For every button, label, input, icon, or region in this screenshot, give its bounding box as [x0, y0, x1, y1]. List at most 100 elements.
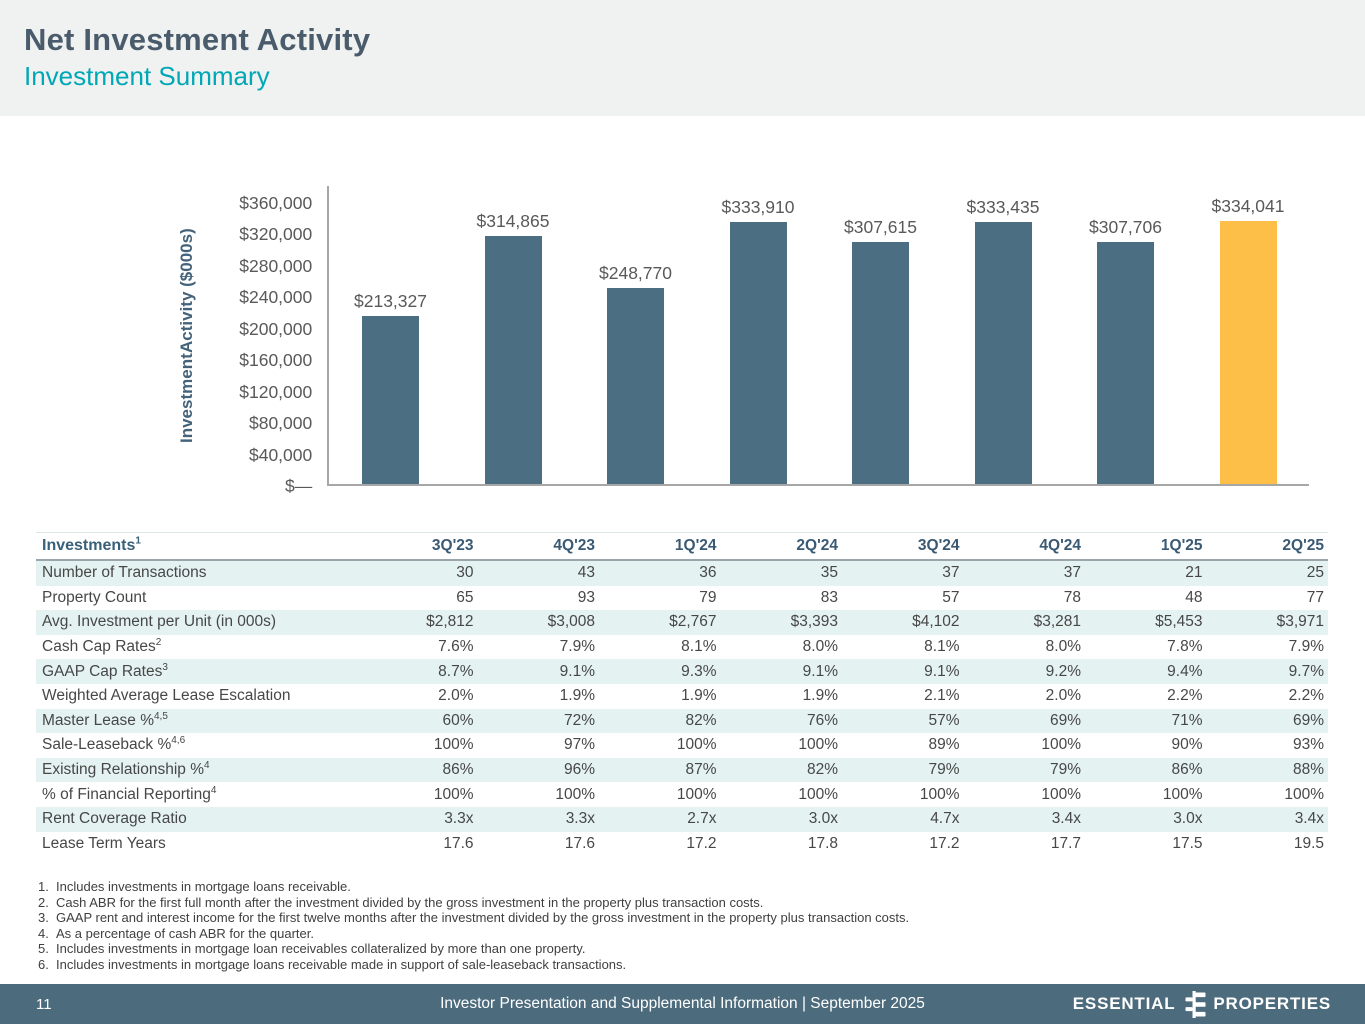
table-cell: 25: [1306, 564, 1324, 582]
logo-word-essential: ESSENTIAL: [1072, 994, 1176, 1013]
table-cell: 100%: [1284, 785, 1324, 803]
column-header: 1Q'24: [674, 537, 717, 554]
table-cell: 79%: [928, 761, 960, 779]
bar: [484, 236, 542, 484]
table-cell: 1.9%: [559, 687, 595, 705]
table-cell: 17.5: [1172, 834, 1203, 852]
bar-value-label: $213,327: [354, 291, 427, 312]
bar-group: $333,435: [942, 186, 1065, 484]
table-cell: $2,812: [426, 613, 474, 631]
row-label: Property Count: [42, 588, 147, 606]
y-tick-label: $200,000: [239, 318, 313, 339]
table-cell: 3.4x: [1051, 810, 1081, 828]
table-cell: 96%: [563, 761, 595, 779]
table-cell: $5,453: [1155, 613, 1203, 631]
table-cell: 82%: [685, 711, 717, 729]
table-cell: 35: [820, 564, 838, 582]
table-cell: 17.6: [564, 834, 595, 852]
bar: [974, 221, 1032, 484]
table-cell: 93%: [1292, 736, 1324, 754]
table-cell: 7.9%: [559, 638, 595, 656]
row-label: % of Financial Reporting4: [42, 784, 217, 803]
page-number: 11: [36, 995, 52, 1013]
table-row: Rent Coverage Ratio 3.3x 3.3x 2.7x 3.0x 4.7x 3…: [36, 806, 1328, 832]
row-label: Number of Transactions: [42, 564, 207, 582]
table-cell: 79: [699, 588, 717, 606]
bar: [1097, 242, 1154, 484]
table-cell: $3,008: [547, 613, 595, 631]
table-cell: 90%: [1171, 736, 1203, 754]
table-cell: 7.8%: [1167, 638, 1203, 656]
table-cell: 1.9%: [681, 687, 717, 705]
column-header: 4Q'23: [553, 537, 595, 554]
row-label: Master Lease %4,5: [42, 710, 168, 729]
table-cell: 82%: [806, 761, 838, 779]
table-cell: 8.0%: [802, 638, 838, 656]
bar-group: $314,865: [452, 186, 575, 484]
row-label: Avg. Investment per Unit (in 000s): [42, 613, 277, 631]
table-cell: 9.1%: [559, 662, 595, 680]
bar-group: $333,910: [697, 186, 820, 484]
table-cell: 30: [456, 564, 474, 582]
table-cell: 100%: [1162, 785, 1203, 803]
table-row: Number of Transactions 30 43 36 35 37 37 21 25: [36, 561, 1328, 586]
table-cell: 7.9%: [1288, 638, 1324, 656]
table-row: GAAP Cap Rates3 8.7% 9.1% 9.3% 9.1% 9.1% 9.2% 9…: [36, 659, 1328, 684]
row-label: Existing Relationship %4: [42, 759, 210, 779]
table-cell: 100%: [676, 736, 717, 754]
column-header: 4Q'24: [1039, 537, 1081, 554]
column-header: 2Q'24: [796, 537, 838, 554]
table-cell: 37: [942, 564, 960, 582]
table-cell: 9.4%: [1167, 662, 1203, 680]
bar-value-label: $334,041: [1211, 196, 1285, 217]
page-title: Net Investment Activity: [24, 22, 371, 57]
table-cell: 77: [1306, 588, 1324, 606]
y-tick-label: $280,000: [239, 255, 313, 276]
row-label: Cash Cap Rates2: [42, 636, 162, 656]
column-header: 1Q'25: [1160, 537, 1203, 554]
footnote-line: 3. GAAP rent and interest income for the …: [38, 910, 910, 926]
table-cell: 100%: [555, 785, 595, 803]
table-cell: 9.7%: [1288, 662, 1324, 680]
bar-group: $334,041: [1187, 186, 1310, 484]
table-cell: 9.3%: [681, 662, 717, 680]
table-cell: 3.0x: [1173, 810, 1203, 828]
table-cell: 17.6: [443, 834, 474, 852]
table-cell: 76%: [806, 711, 838, 729]
bar: [1219, 221, 1277, 484]
y-axis-title-line1: Investment: [177, 353, 196, 444]
y-tick-label: $320,000: [239, 224, 313, 245]
table-cell: 100%: [798, 736, 838, 754]
table-header-row: Investments1 3Q'23 4Q'23 1Q'24 2Q'24 3Q'24 4Q…: [36, 532, 1328, 561]
footnote-line: 5. Includes investments in mortgage loan …: [38, 941, 586, 957]
table-cell: 100%: [433, 736, 474, 754]
logo-word-properties: PROPERTIES: [1213, 994, 1331, 1013]
table-cell: 2.2%: [1288, 687, 1324, 705]
table-cell: $3,281: [1033, 613, 1081, 631]
table-cell: 69%: [1292, 711, 1324, 729]
table-cell: 17.8: [807, 834, 838, 852]
table-cell: 89%: [928, 736, 960, 754]
table-cell: 2.0%: [1045, 687, 1081, 705]
table-row: Lease Term Years 17.6 17.6 17.2 17.8 17.2 17.7…: [36, 832, 1328, 857]
table-cell: 79%: [1049, 761, 1081, 779]
table-cell: 19.5: [1293, 834, 1324, 852]
table-row: Cash Cap Rates2 7.6% 7.9% 8.1% 8.0% 8.1% 8.0% 7…: [36, 635, 1328, 660]
table-cell: 2.2%: [1167, 687, 1203, 705]
investment-activity-chart: Investment Activity ($000s) $360,000 $320…: [176, 186, 1310, 495]
table-cell: 7.6%: [438, 638, 474, 656]
table-row: Weighted Average Lease Escalation 2.0% 1.9…: [36, 684, 1328, 709]
bar: [607, 288, 664, 484]
table-row: % of Financial Reporting4 100% 100% 100% 100…: [36, 782, 1328, 807]
row-label: GAAP Cap Rates3: [42, 661, 168, 680]
row-label: Weighted Average Lease Escalation: [42, 687, 291, 705]
table-cell: 9.2%: [1045, 662, 1081, 680]
table-cell: 57%: [928, 711, 960, 729]
table-cell: 72%: [563, 711, 595, 729]
row-label: Lease Term Years: [42, 834, 166, 852]
y-tick-label: $240,000: [239, 287, 313, 308]
y-tick-label: $120,000: [239, 381, 313, 402]
table-cell: 100%: [433, 785, 474, 803]
table-cell: 8.1%: [924, 638, 960, 656]
